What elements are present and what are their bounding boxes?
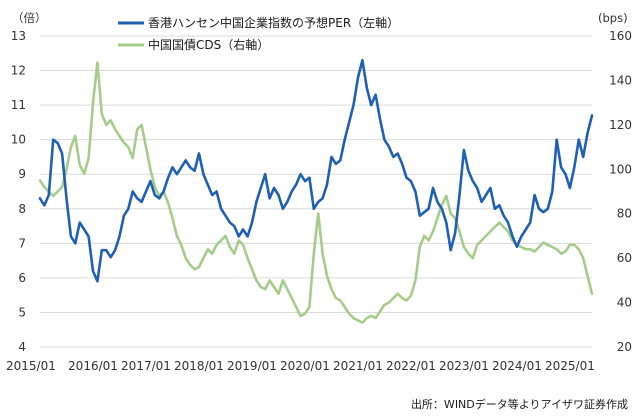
- right-axis-ticks: 20 40 60 80 100 120 140 160: [609, 29, 632, 354]
- left-tick-label: 5: [18, 305, 26, 319]
- right-tick-label: 160: [609, 29, 632, 43]
- series-lines: [38, 58, 594, 324]
- x-tick-label: 2024/01: [492, 359, 542, 373]
- series-line-per: [38, 58, 594, 283]
- left-axis-ticks: 4 5 6 7 8 9 10 11 12 13: [11, 29, 26, 354]
- x-tick-label: 2018/01: [174, 359, 224, 373]
- grid-lines: [40, 35, 592, 348]
- legend: 香港ハンセン中国企業指数の予想PER（左軸） 中国国債CDS（右軸）: [118, 15, 399, 52]
- x-tick-label: 2015/01: [6, 359, 56, 373]
- right-tick-label: 40: [617, 296, 632, 310]
- left-axis-unit: （倍）: [12, 11, 47, 25]
- x-tick-label: 2020/01: [280, 359, 330, 373]
- right-tick-label: 60: [617, 251, 632, 265]
- x-tick-label: 2019/01: [227, 359, 277, 373]
- left-tick-label: 13: [11, 29, 26, 43]
- left-tick-label: 7: [18, 236, 26, 250]
- left-tick-label: 9: [18, 167, 26, 181]
- right-axis-unit: (bps): [598, 11, 628, 25]
- x-tick-label: 2023/01: [439, 359, 489, 373]
- left-tick-label: 8: [18, 202, 26, 216]
- x-tick-label: 2025/01: [545, 359, 595, 373]
- right-tick-label: 20: [617, 340, 632, 354]
- x-tick-label: 2016/01: [68, 359, 118, 373]
- left-tick-label: 11: [11, 98, 26, 112]
- x-tick-label: 2022/01: [386, 359, 436, 373]
- source-note: 出所：WINDデータ等よりアイザワ証券作成: [411, 397, 628, 411]
- legend-label-cds: 中国国債CDS（右軸）: [148, 37, 269, 52]
- right-tick-label: 140: [609, 73, 632, 87]
- left-tick-label: 12: [11, 64, 26, 78]
- x-axis-ticks: 2015/01 2016/01 2017/01 2018/01 2019/01 2020/…: [6, 359, 595, 373]
- right-tick-label: 100: [609, 162, 632, 176]
- right-tick-label: 80: [617, 207, 632, 221]
- x-tick-label: 2021/01: [333, 359, 383, 373]
- x-tick-label: 2017/01: [121, 359, 171, 373]
- left-tick-label: 10: [11, 133, 26, 147]
- left-tick-label: 4: [18, 340, 26, 354]
- legend-label-per: 香港ハンセン中国企業指数の予想PER（左軸）: [148, 15, 399, 30]
- series-line-cds: [38, 61, 594, 324]
- right-tick-label: 120: [609, 118, 632, 132]
- left-tick-label: 6: [18, 271, 26, 285]
